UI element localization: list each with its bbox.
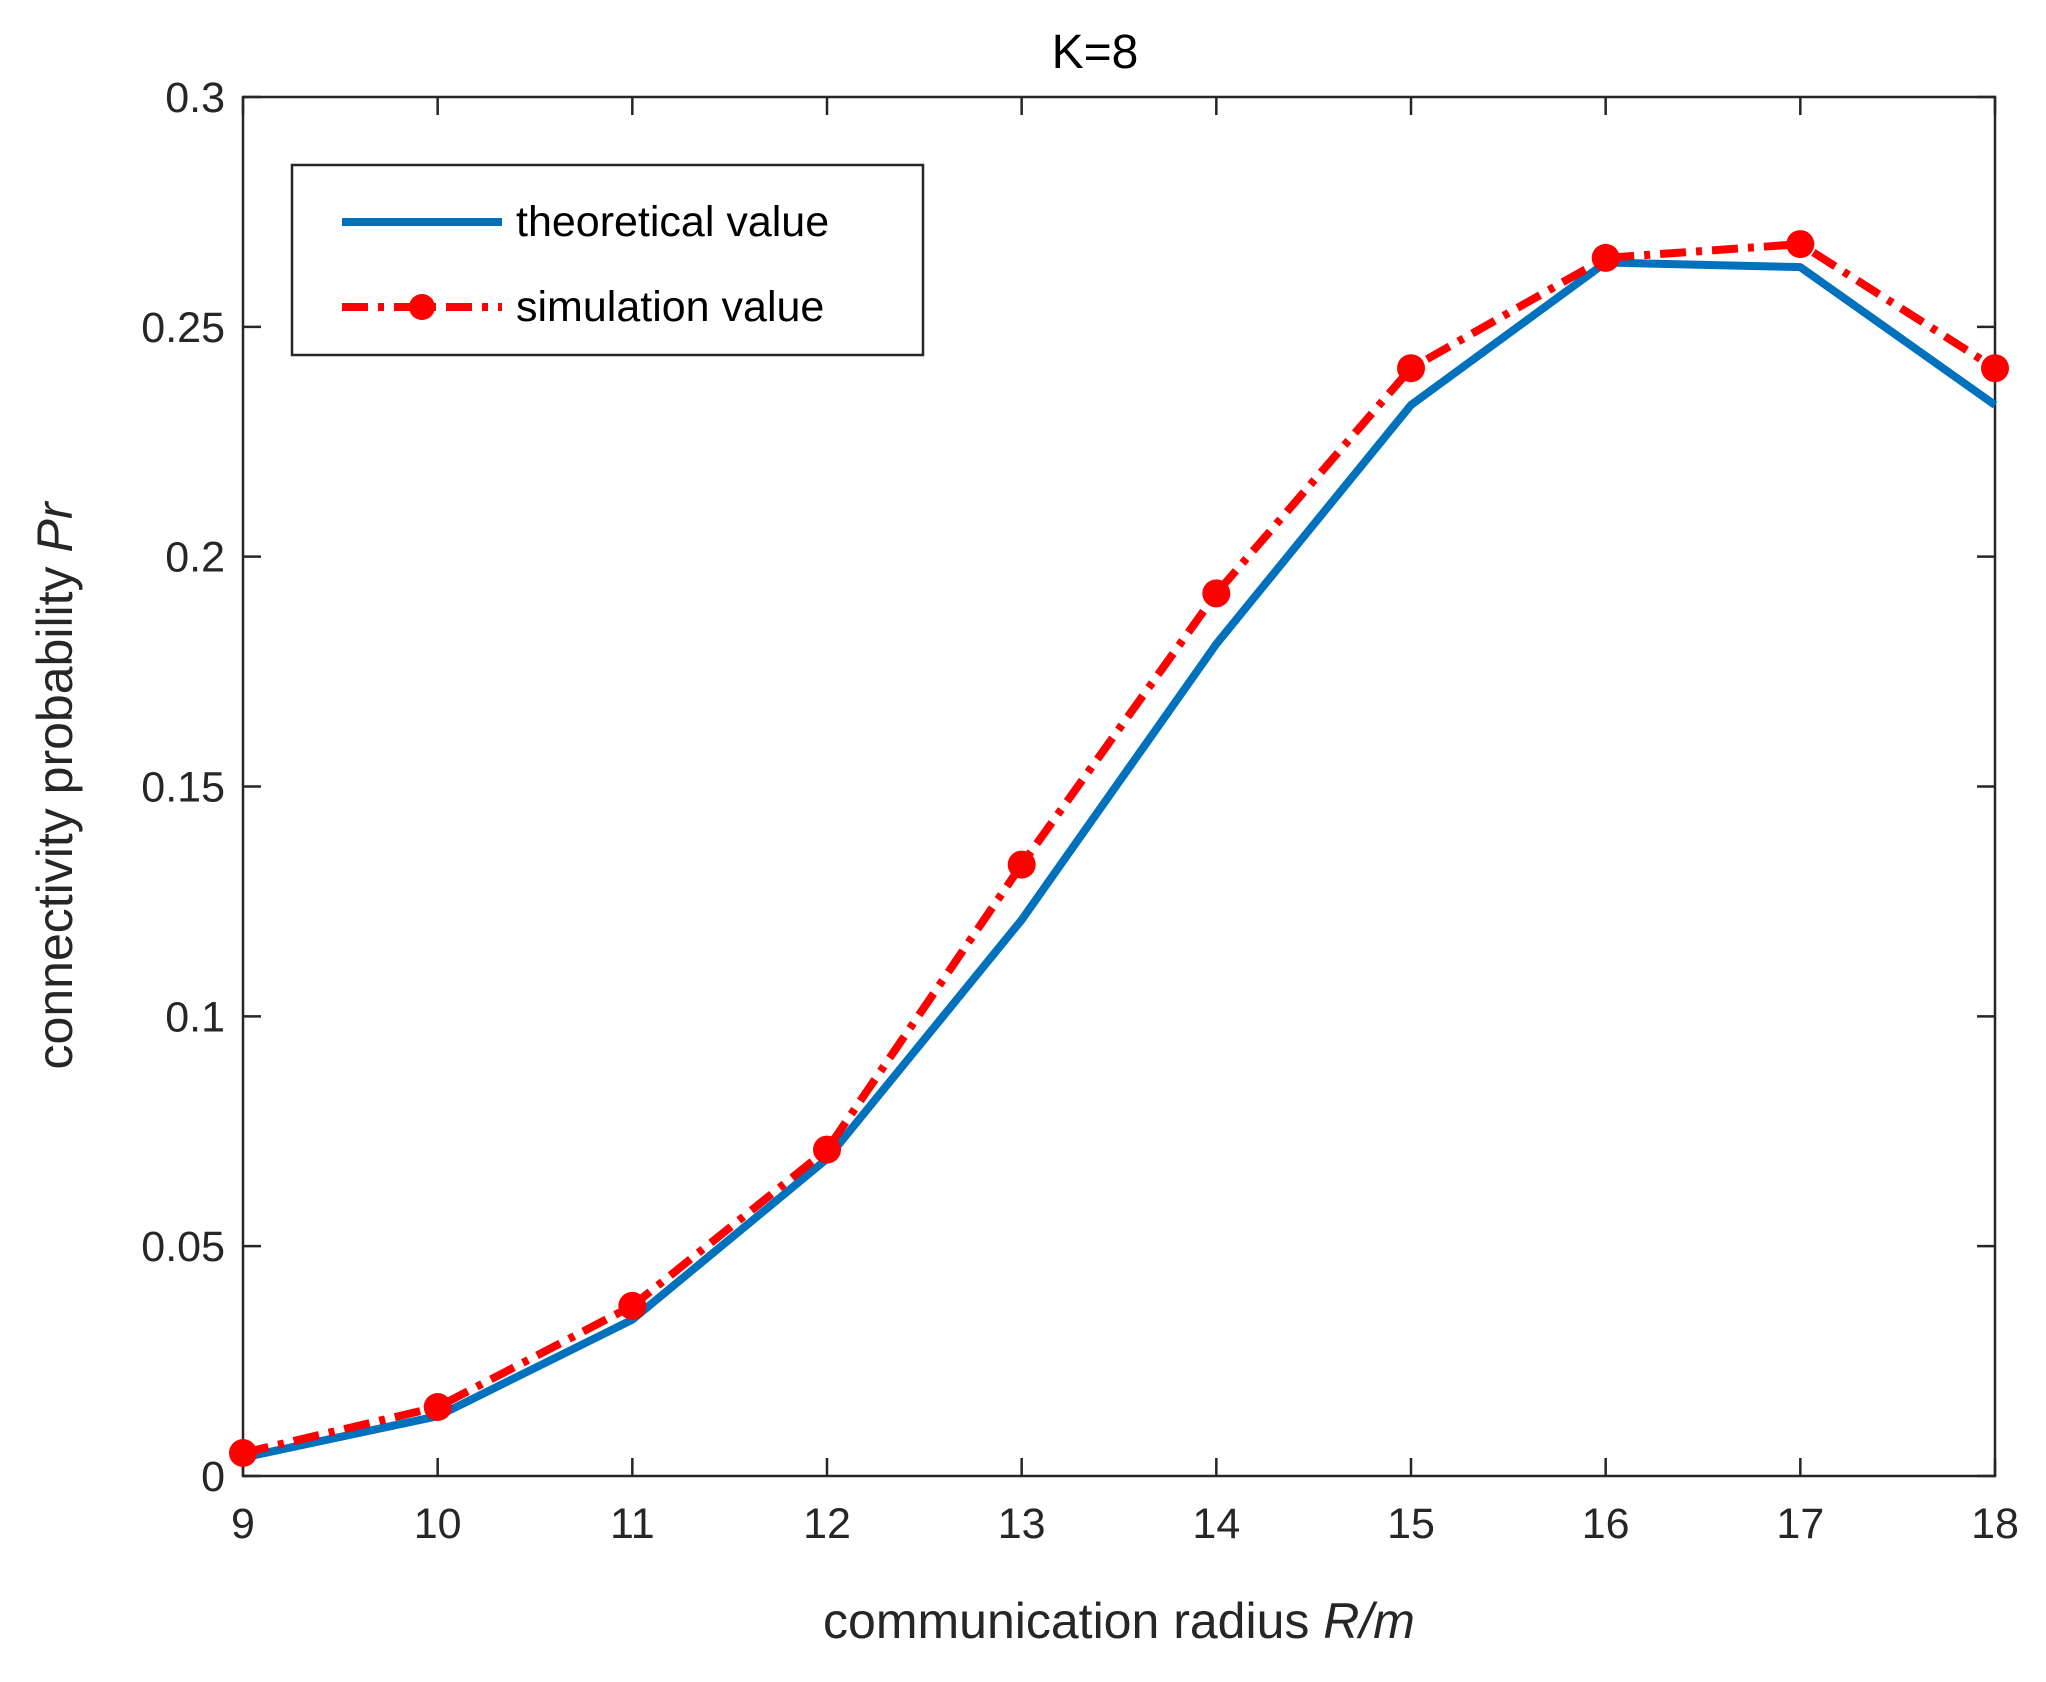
series-line-theoretical: [242, 258, 1998, 1462]
data-point-simulation: [1591, 243, 1620, 272]
y-axis-label-text: connectivity probability: [27, 566, 83, 1069]
data-point-simulation: [813, 1135, 841, 1164]
y-tick-label: 0.15: [141, 764, 225, 812]
data-point-simulation: [618, 1291, 647, 1320]
y-tick-label: 0.1: [165, 993, 225, 1041]
series-line-simulation: [242, 240, 1998, 1457]
data-point-simulation: [1397, 354, 1425, 383]
data-point-simulation: [423, 1393, 452, 1421]
x-axis-label-variable: R/m: [1323, 1593, 1415, 1649]
legend: theoretical value simulation value: [290, 163, 925, 357]
data-point-simulation: [1007, 850, 1036, 879]
legend-marker-simulation: [409, 294, 435, 320]
x-tick-label: 11: [610, 1500, 655, 1548]
x-tick-label: 10: [414, 1500, 462, 1548]
x-tick-label: 15: [1387, 1500, 1435, 1548]
legend-box: [290, 163, 925, 357]
legend-label-theoretical: theoretical value: [516, 198, 829, 246]
x-tick-label: 14: [1192, 1500, 1240, 1548]
x-tick-label: 16: [1582, 1500, 1630, 1548]
legend-label-simulation: simulation value: [516, 283, 824, 331]
x-tick-label: 12: [803, 1500, 851, 1548]
x-tick-label: 13: [998, 1500, 1046, 1548]
data-point-simulation: [1981, 354, 2009, 383]
x-axis-label-text: communication radius: [823, 1593, 1309, 1649]
y-axis-ticks: 0 0.05 0.1 0.15 0.2 0.25 0.3: [141, 74, 1995, 1501]
y-axis-label-variable: Pr: [27, 500, 83, 552]
x-tick-label: 18: [1971, 1500, 2019, 1548]
chart-title: K=8: [1052, 26, 1139, 79]
series-layer: [229, 230, 2009, 1467]
x-axis-ticks: 9 10 11 12 13 14 15 16 17 18: [231, 97, 2019, 1548]
x-tick-label: 17: [1776, 1500, 1824, 1548]
data-point-simulation: [1202, 579, 1231, 608]
x-axis-label: communication radius R/m: [823, 1593, 1415, 1649]
y-axis-label: connectivity probability Pr: [27, 500, 83, 1069]
y-tick-label: 0.05: [141, 1223, 225, 1271]
y-tick-label: 0.3: [165, 74, 225, 122]
y-tick-label: 0.2: [165, 534, 225, 582]
x-tick-label: 9: [231, 1500, 255, 1548]
data-point-simulation: [229, 1439, 257, 1467]
y-tick-label: 0.25: [141, 304, 225, 352]
y-tick-label: 0: [201, 1453, 225, 1501]
data-point-simulation: [1786, 230, 1815, 259]
